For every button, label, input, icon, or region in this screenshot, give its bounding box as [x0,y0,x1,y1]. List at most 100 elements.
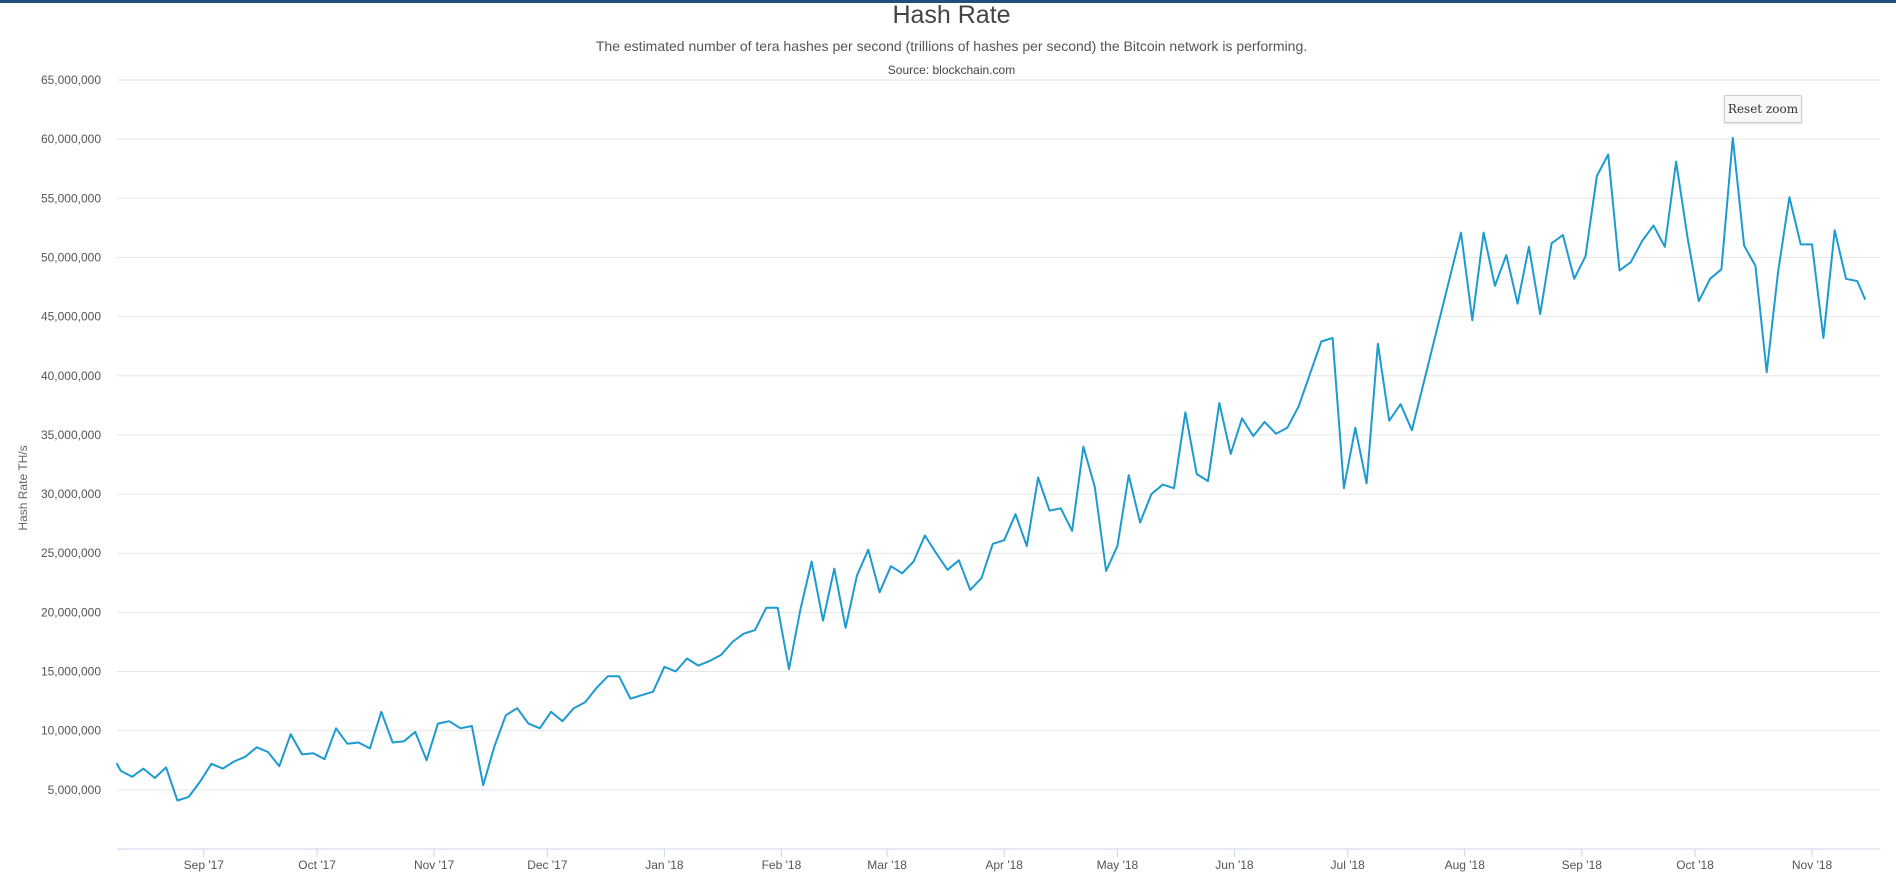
data-point[interactable] [741,631,747,637]
data-point[interactable] [718,652,724,658]
data-point[interactable] [1628,259,1634,265]
data-point[interactable] [152,775,158,781]
data-point[interactable] [752,627,758,633]
data-point[interactable] [956,557,962,563]
data-point[interactable] [1103,568,1109,574]
data-point[interactable] [877,589,883,595]
data-point[interactable] [480,782,486,788]
data-point[interactable] [1730,135,1736,141]
data-point[interactable] [492,743,498,749]
data-point[interactable] [1764,369,1770,375]
data-point[interactable] [390,740,396,746]
data-point[interactable] [1047,508,1053,514]
data-point[interactable] [1409,427,1415,433]
data-point[interactable] [843,625,849,631]
data-point[interactable] [1469,317,1475,323]
data-point[interactable] [208,761,214,767]
data-point[interactable] [254,744,260,750]
data-point[interactable] [1284,425,1290,431]
data-point[interactable] [514,705,520,711]
data-point[interactable] [571,705,577,711]
data-point[interactable] [378,709,384,715]
data-point[interactable] [322,756,328,762]
data-point[interactable] [1832,227,1838,233]
data-point[interactable] [1583,253,1589,259]
data-point[interactable] [888,563,894,569]
data-point[interactable] [1330,335,1336,341]
data-point[interactable] [899,570,905,576]
data-point[interactable] [1685,234,1691,240]
data-point[interactable] [1639,238,1645,244]
data-point[interactable] [333,725,339,731]
data-point[interactable] [1617,268,1623,274]
data-point[interactable] [242,754,248,760]
data-point[interactable] [231,759,237,765]
data-point[interactable] [695,663,701,669]
data-point[interactable] [605,673,611,679]
data-point[interactable] [1069,528,1075,534]
data-point[interactable] [1673,159,1679,165]
data-point[interactable] [1492,283,1498,289]
data-point[interactable] [140,766,146,772]
data-point[interactable] [820,618,826,624]
data-point[interactable] [1809,241,1815,247]
data-point[interactable] [990,541,996,547]
data-point[interactable] [1352,425,1358,431]
data-point[interactable] [729,639,735,645]
data-point[interactable] [945,567,951,573]
data-point[interactable] [1058,505,1064,511]
data-point[interactable] [1239,415,1245,421]
data-point[interactable] [763,605,769,611]
data-point[interactable] [707,658,713,664]
data-point[interactable] [786,666,792,672]
data-point[interactable] [186,794,192,800]
data-point[interactable] [684,656,690,662]
data-point[interactable] [220,766,226,772]
data-point[interactable] [1651,223,1657,229]
data-point[interactable] [276,763,282,769]
data-point[interactable] [344,741,350,747]
data-point[interactable] [809,559,815,565]
data-point[interactable] [1481,230,1487,236]
data-point[interactable] [1035,475,1041,481]
data-point[interactable] [979,575,985,581]
data-point[interactable] [1786,194,1792,200]
data-point[interactable] [1126,472,1132,478]
data-point[interactable] [412,729,418,735]
data-point[interactable] [1001,537,1007,543]
data-point[interactable] [1160,482,1166,488]
data-point[interactable] [797,607,803,613]
data-point[interactable] [1549,240,1555,246]
data-point[interactable] [933,550,939,556]
data-point[interactable] [1194,471,1200,477]
data-point[interactable] [1798,241,1804,247]
data-point[interactable] [1696,298,1702,304]
data-point[interactable] [1537,311,1543,317]
data-point[interactable] [673,669,679,675]
data-point[interactable] [1092,484,1098,490]
data-point[interactable] [650,689,656,695]
data-point[interactable] [1741,243,1747,249]
data-point[interactable] [197,779,203,785]
data-point[interactable] [560,718,566,724]
data-point[interactable] [1526,244,1532,250]
data-point[interactable] [1080,444,1086,450]
data-point[interactable] [310,750,316,756]
data-point[interactable] [114,761,120,767]
data-point[interactable] [1662,244,1668,250]
data-point[interactable] [503,712,509,718]
data-point[interactable] [1205,478,1211,484]
data-point[interactable] [1707,276,1713,282]
data-point[interactable] [265,749,271,755]
data-point[interactable] [1820,335,1826,341]
data-point[interactable] [526,721,532,727]
data-point[interactable] [424,757,430,763]
data-point[interactable] [367,745,373,751]
data-point[interactable] [548,709,554,715]
data-point[interactable] [593,685,599,691]
data-point[interactable] [1250,433,1256,439]
data-point[interactable] [775,605,781,611]
data-point[interactable] [1273,431,1279,437]
data-point[interactable] [458,725,464,731]
